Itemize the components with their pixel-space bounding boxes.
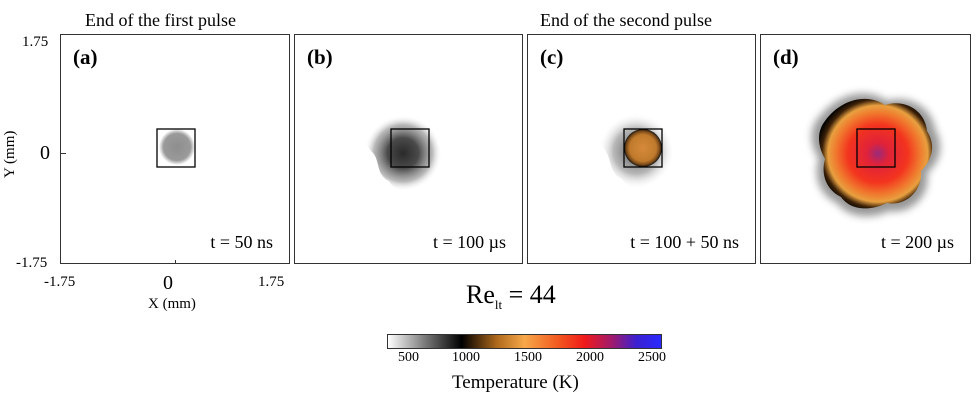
panel-a-plot: [156, 128, 196, 168]
panel-b-time: t = 100 µs: [432, 232, 506, 252]
panel-d: (d) t = 200 µs: [760, 34, 971, 264]
colorbar-tick-1000: 1000: [452, 350, 480, 365]
header-second-pulse: End of the second pulse: [540, 10, 712, 30]
source-square-d: [856, 128, 896, 168]
colorbar-tick-1500: 1500: [514, 350, 542, 365]
panel-b-plot: [364, 115, 442, 192]
reynolds-number: Relt = 44: [466, 280, 556, 313]
panel-d-plot: [811, 93, 941, 217]
colorbar-tick-500: 500: [398, 350, 419, 365]
temperature-colorbar: [387, 334, 662, 349]
colorbar-tick-2500: 2500: [638, 350, 666, 365]
colorbar-label: Temperature (K): [452, 372, 579, 393]
panel-d-label: (d): [773, 45, 799, 69]
x-tick-right: 1.75: [258, 274, 285, 290]
y-axis-label: Y (mm): [2, 130, 18, 178]
y-tick-zero: 0: [40, 142, 50, 164]
source-square-b: [390, 128, 430, 168]
hot-spot-a: [159, 129, 195, 165]
reynolds-value: = 44: [502, 280, 556, 309]
source-square-c: [623, 128, 663, 168]
panel-c: (c) t = 100 + 50 ns: [527, 34, 756, 264]
panel-b: (b) t = 100 µs: [294, 34, 523, 264]
hot-spot-b: [364, 115, 442, 192]
x-tick-zero: 0: [163, 272, 173, 294]
panel-c-label: (c): [540, 45, 564, 69]
y-tick-top: 1.75: [22, 34, 49, 50]
hot-spot-d: [819, 98, 933, 209]
panel-c-time: t = 100 + 50 ns: [630, 232, 739, 252]
source-square-a: [156, 128, 196, 168]
panel-b-label: (b): [307, 45, 333, 69]
reynolds-subscript: lt: [494, 297, 503, 313]
panel-a: (a) t = 50 ns: [60, 34, 290, 264]
x-tick-left: -1.75: [44, 274, 76, 290]
panel-a-time: t = 50 ns: [210, 232, 273, 252]
x-axis-label: X (mm): [148, 296, 196, 312]
panel-d-time: t = 200 µs: [880, 232, 954, 252]
panel-a-label: (a): [73, 45, 98, 69]
header-first-pulse: End of the first pulse: [85, 10, 236, 30]
y-tick-bottom: -1.75: [16, 255, 48, 271]
hot-spot-c: [624, 129, 662, 167]
colorbar-tick-2000: 2000: [576, 350, 604, 365]
panel-c-plot: [598, 113, 675, 190]
reynolds-symbol: Re: [466, 280, 495, 309]
